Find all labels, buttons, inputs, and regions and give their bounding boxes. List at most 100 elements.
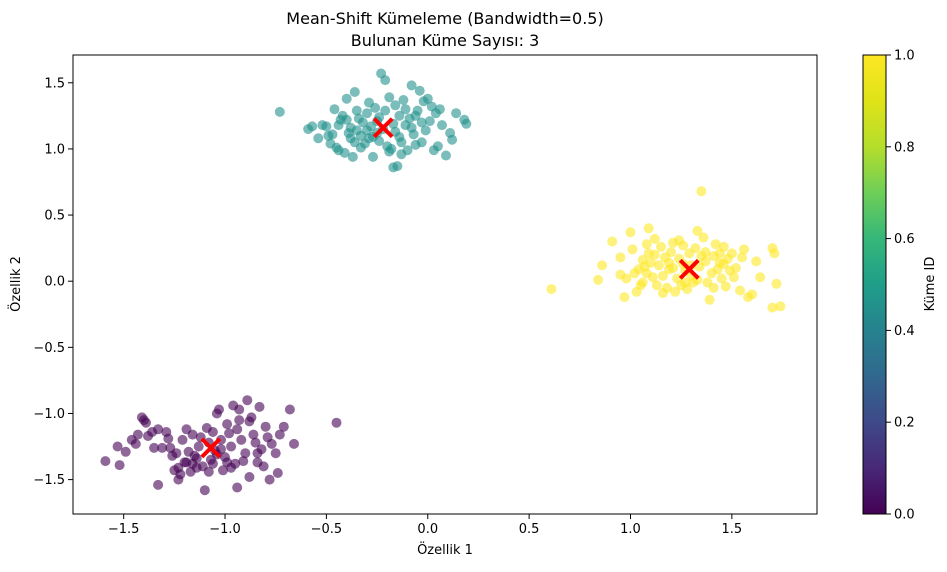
data-point-cluster-0 <box>270 448 281 459</box>
data-point-cluster-2 <box>737 252 747 263</box>
data-point-cluster-1 <box>384 92 395 103</box>
x-tick-label: 1.5 <box>722 522 743 537</box>
data-point-cluster-0 <box>226 441 237 452</box>
data-point-cluster-0 <box>191 453 202 464</box>
colorbar-tick-label: 0.4 <box>894 324 915 339</box>
data-point-cluster-2 <box>615 252 626 263</box>
data-point-cluster-1 <box>307 121 318 132</box>
data-point-cluster-0 <box>262 432 273 443</box>
data-point-cluster-0 <box>331 417 342 428</box>
data-point-cluster-1 <box>364 133 374 144</box>
data-point-cluster-2 <box>704 294 715 305</box>
data-point-cluster-2 <box>728 272 739 283</box>
data-point-cluster-2 <box>657 288 668 299</box>
data-point-cluster-2 <box>649 233 660 244</box>
data-point-cluster-0 <box>100 456 111 467</box>
colorbar-axis: 0.0 0.2 0.4 0.6 0.8 1.0 <box>886 49 915 523</box>
data-point-cluster-2 <box>726 248 737 259</box>
y-tick-label: −1.5 <box>33 473 65 488</box>
data-point-cluster-0 <box>248 429 259 440</box>
data-point-cluster-2 <box>674 235 685 246</box>
data-point-cluster-2 <box>755 272 766 283</box>
data-point-cluster-1 <box>447 134 458 145</box>
data-point-cluster-2 <box>696 186 707 197</box>
y-tick-label: 1.5 <box>44 76 65 91</box>
data-point-cluster-0 <box>234 404 245 415</box>
data-point-cluster-1 <box>398 95 409 105</box>
data-point-cluster-2 <box>619 292 630 303</box>
data-point-cluster-1 <box>351 105 362 116</box>
data-point-cluster-0 <box>203 466 214 477</box>
data-point-cluster-1 <box>396 149 407 160</box>
data-point-cluster-1 <box>370 102 381 113</box>
chart-title: Mean-Shift Kümeleme (Bandwidth=0.5) <box>286 9 603 28</box>
data-point-cluster-0 <box>284 404 295 415</box>
data-point-cluster-0 <box>120 446 131 457</box>
data-point-cluster-1 <box>357 117 368 128</box>
data-point-cluster-2 <box>771 278 782 289</box>
data-point-cluster-0 <box>153 479 164 490</box>
data-point-cluster-1 <box>416 117 427 128</box>
data-point-cluster-0 <box>163 433 174 444</box>
data-point-cluster-2 <box>668 263 679 273</box>
data-point-cluster-0 <box>244 472 255 482</box>
cluster-center-1-marker <box>372 117 394 139</box>
x-tick-label: −1.0 <box>209 522 241 537</box>
data-point-cluster-0 <box>207 458 218 469</box>
data-point-cluster-2 <box>710 239 721 250</box>
data-point-cluster-0 <box>112 441 123 452</box>
colorbar-label: Küme ID <box>923 257 938 312</box>
data-point-cluster-0 <box>193 441 204 452</box>
data-point-cluster-2 <box>775 301 786 312</box>
data-point-cluster-1 <box>380 75 391 86</box>
data-point-cluster-0 <box>224 428 235 439</box>
data-point-cluster-2 <box>627 244 638 255</box>
data-point-cluster-0 <box>258 461 269 472</box>
data-point-cluster-0 <box>207 427 218 437</box>
data-point-cluster-1 <box>362 125 372 136</box>
data-point-cluster-2 <box>651 280 662 291</box>
data-point-cluster-1 <box>335 114 346 125</box>
data-point-cluster-2 <box>645 257 656 268</box>
data-point-cluster-2 <box>666 247 676 258</box>
data-point-cluster-0 <box>260 421 271 432</box>
data-point-cluster-1 <box>341 93 352 104</box>
data-point-cluster-0 <box>238 456 249 467</box>
data-point-cluster-1 <box>428 145 439 156</box>
data-point-cluster-0 <box>218 465 228 476</box>
data-point-cluster-0 <box>244 416 255 427</box>
data-point-cluster-1 <box>384 146 395 157</box>
y-tick-label: 1.0 <box>44 142 65 157</box>
x-axis-label: Özellik 1 <box>417 541 473 558</box>
data-point-cluster-1 <box>394 110 405 121</box>
data-point-cluster-0 <box>226 462 237 473</box>
data-point-cluster-2 <box>641 239 652 250</box>
y-axis: −1.5 −1.0 −0.5 0.0 0.5 1.0 1.5 <box>33 76 73 488</box>
data-point-cluster-2 <box>597 260 608 271</box>
data-point-cluster-0 <box>236 434 247 445</box>
data-point-cluster-0 <box>167 450 178 461</box>
x-tick-label: 0.0 <box>417 522 438 537</box>
data-point-cluster-2 <box>708 282 719 293</box>
data-point-cluster-2 <box>769 248 780 259</box>
data-point-cluster-2 <box>641 268 652 279</box>
data-point-cluster-0 <box>187 429 198 440</box>
data-point-cluster-2 <box>643 223 654 234</box>
data-point-cluster-1 <box>362 108 372 119</box>
data-point-cluster-2 <box>607 236 618 247</box>
data-point-cluster-2 <box>767 302 778 313</box>
y-tick-label: −0.5 <box>33 341 65 356</box>
x-tick-label: 0.5 <box>519 522 540 537</box>
data-point-cluster-2 <box>657 270 668 281</box>
data-point-cluster-0 <box>173 462 184 473</box>
data-point-cluster-2 <box>751 256 762 267</box>
data-point-cluster-0 <box>181 457 192 468</box>
data-point-cluster-2 <box>653 260 664 271</box>
cluster-center-0-marker <box>200 437 222 459</box>
data-point-cluster-0 <box>240 448 251 459</box>
data-point-cluster-2 <box>637 277 648 288</box>
data-point-cluster-1 <box>347 151 358 162</box>
data-point-cluster-1 <box>392 161 403 172</box>
data-point-cluster-2 <box>546 284 557 295</box>
